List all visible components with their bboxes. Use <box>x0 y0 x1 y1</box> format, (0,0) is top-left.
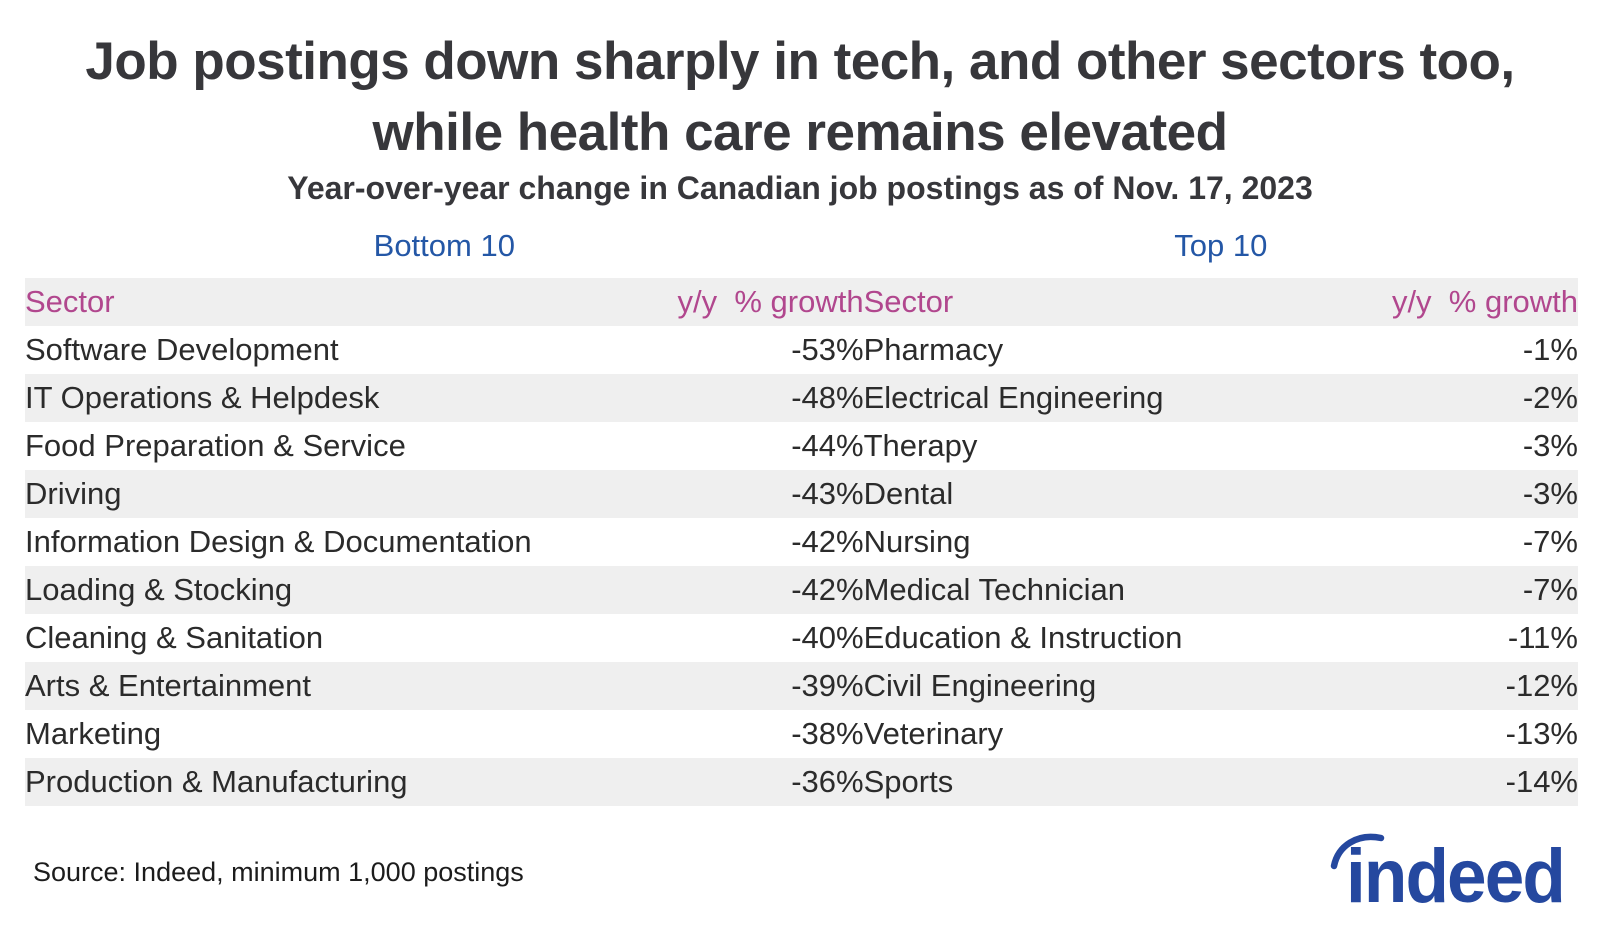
sector-cell: Dental <box>863 470 1361 518</box>
growth-cell: -1% <box>1522 332 1578 367</box>
sector-cell: Information Design & Documentation <box>25 524 532 559</box>
growth-cell: -13% <box>1505 716 1578 751</box>
table-row: Driving -43% Dental -3% <box>25 470 1578 518</box>
indeed-swoosh-icon <box>1330 833 1385 870</box>
chart-title-line2: while health care remains elevated <box>372 103 1228 162</box>
sector-cell: IT Operations & Helpdesk <box>25 374 647 422</box>
sector-cell: Pharmacy <box>863 332 1004 367</box>
table-row: Production & Manufacturing -36% Sports -… <box>25 758 1578 806</box>
growth-cell: -3% <box>1360 470 1578 518</box>
growth-cell: -2% <box>1360 374 1578 422</box>
sector-cell: Medical Technician <box>863 566 1361 614</box>
table-group-labels: Bottom 10 Top 10 <box>25 228 1578 264</box>
table-row: Loading & Stocking -42% Medical Technici… <box>25 566 1578 614</box>
sector-cell: Civil Engineering <box>863 662 1361 710</box>
table-row: Arts & Entertainment -39% Civil Engineer… <box>25 662 1578 710</box>
growth-cell: -42% <box>646 566 864 614</box>
column-header-growth-bottom: y/y % growth <box>646 278 864 326</box>
table-row: IT Operations & Helpdesk -48% Electrical… <box>25 374 1578 422</box>
growth-cell: -14% <box>1360 758 1578 806</box>
sector-cell: Cleaning & Sanitation <box>25 620 324 655</box>
source-note: Source: Indeed, minimum 1,000 postings <box>33 857 524 887</box>
sector-cell: Electrical Engineering <box>863 374 1361 422</box>
sector-cell: Driving <box>25 470 647 518</box>
rankings-table: Sector y/y % growth Sector y/y % growth … <box>25 278 1578 806</box>
sector-cell: Production & Manufacturing <box>25 758 647 806</box>
table-row: Cleaning & Sanitation -40% Education & I… <box>25 614 1578 662</box>
table-row: Information Design & Documentation -42% … <box>25 518 1578 566</box>
growth-cell: -53% <box>791 332 864 367</box>
growth-cell: -48% <box>646 374 864 422</box>
chart-title-line1: Job postings down sharply in tech, and o… <box>85 32 1515 91</box>
sector-cell: Therapy <box>863 428 978 463</box>
growth-cell: -40% <box>791 620 864 655</box>
growth-cell: -3% <box>1522 428 1578 463</box>
sector-cell: Marketing <box>25 716 162 751</box>
sector-cell: Food Preparation & Service <box>25 428 406 463</box>
table-header-row: Sector y/y % growth Sector y/y % growth <box>25 278 1578 326</box>
growth-cell: -7% <box>1522 524 1578 559</box>
bottom-10-label: Bottom 10 <box>373 228 515 263</box>
sector-cell: Sports <box>863 758 1361 806</box>
sector-cell: Veterinary <box>863 716 1004 751</box>
growth-cell: -39% <box>646 662 864 710</box>
sector-cell: Loading & Stocking <box>25 566 647 614</box>
growth-cell: -7% <box>1360 566 1578 614</box>
growth-cell: -36% <box>646 758 864 806</box>
column-header-sector-top: Sector <box>863 278 1361 326</box>
table-row: Software Development -53% Pharmacy -1% <box>25 326 1578 374</box>
growth-cell: -12% <box>1360 662 1578 710</box>
growth-cell: -38% <box>791 716 864 751</box>
sector-cell: Education & Instruction <box>863 620 1183 655</box>
column-header-growth-top: y/y % growth <box>1360 278 1578 326</box>
indeed-logo-text: indeed <box>1346 834 1564 914</box>
top-10-label: Top 10 <box>1174 228 1268 263</box>
table-row: Food Preparation & Service -44% Therapy … <box>25 422 1578 470</box>
growth-cell: -43% <box>646 470 864 518</box>
column-header-sector-bottom: Sector <box>25 278 647 326</box>
chart-subtitle: Year-over-year change in Canadian job po… <box>287 170 1313 206</box>
growth-cell: -11% <box>1507 620 1578 655</box>
growth-cell: -42% <box>791 524 864 559</box>
sector-cell: Arts & Entertainment <box>25 662 647 710</box>
chart-title: Job postings down sharply in tech, and o… <box>0 26 1600 168</box>
indeed-logo: indeed <box>1330 833 1566 914</box>
sector-cell: Nursing <box>863 524 971 559</box>
sector-cell: Software Development <box>25 332 339 367</box>
growth-cell: -44% <box>791 428 864 463</box>
table-row: Marketing -38% Veterinary -13% <box>25 710 1578 758</box>
